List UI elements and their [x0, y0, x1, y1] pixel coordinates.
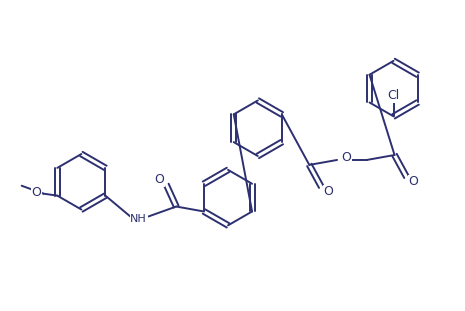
- Text: Cl: Cl: [387, 89, 400, 102]
- Text: O: O: [341, 151, 351, 165]
- Text: O: O: [408, 175, 418, 188]
- Text: O: O: [323, 185, 333, 198]
- Text: NH: NH: [130, 214, 147, 225]
- Text: O: O: [154, 173, 164, 186]
- Text: O: O: [32, 186, 41, 199]
